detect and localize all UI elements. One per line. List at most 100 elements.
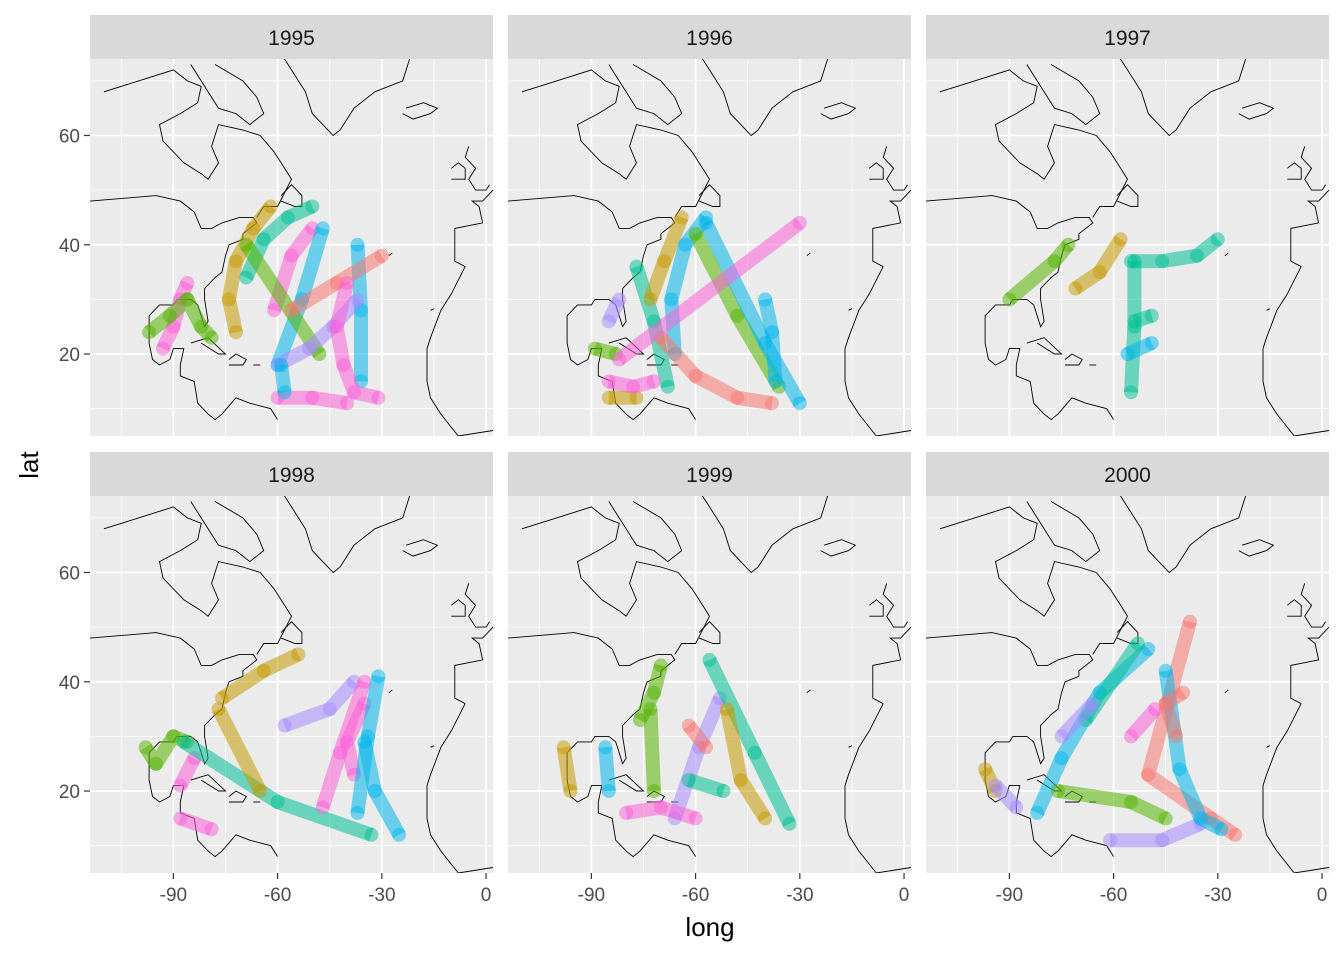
- track-point: [222, 292, 236, 307]
- track-point: [374, 248, 389, 263]
- track-point: [619, 805, 634, 820]
- track-point: [270, 795, 285, 809]
- track-point: [601, 784, 616, 798]
- facet-strip-label: 1999: [686, 464, 733, 487]
- track-point: [173, 811, 188, 826]
- track-point: [688, 811, 703, 826]
- track-point: [978, 762, 993, 777]
- x-tick-label: -90: [160, 885, 187, 906]
- track-point: [336, 358, 351, 372]
- track-point: [633, 713, 647, 727]
- facet-strip: [90, 452, 493, 496]
- track-point: [1047, 254, 1062, 269]
- y-tick-label: 60: [59, 563, 80, 584]
- track-point: [678, 237, 693, 252]
- track-point: [1124, 729, 1138, 744]
- track-point: [758, 292, 773, 307]
- x-tick-label: -30: [786, 885, 813, 906]
- track-point: [699, 740, 713, 755]
- track-point: [1190, 248, 1204, 263]
- hurricane-tracks: [556, 652, 797, 831]
- x-tick-label: 0: [899, 885, 910, 906]
- track-point: [556, 740, 571, 755]
- track-point: [194, 319, 209, 334]
- track-point: [180, 276, 195, 290]
- track-point: [149, 756, 163, 771]
- track-point: [1120, 347, 1135, 361]
- track-point: [768, 374, 783, 389]
- x-tick-label: -60: [682, 885, 709, 906]
- track-point: [180, 292, 195, 307]
- track-point: [228, 325, 243, 340]
- x-axis-title: long: [685, 912, 734, 942]
- track-point: [758, 811, 773, 826]
- y-tick-label: 40: [59, 236, 80, 257]
- gridlines: [90, 59, 493, 436]
- track-point: [274, 358, 289, 372]
- track-point: [284, 303, 299, 318]
- track-point: [792, 396, 807, 411]
- x-tick-label: 0: [1317, 885, 1328, 906]
- track-point: [1144, 308, 1159, 323]
- track-point: [587, 341, 602, 356]
- track-point: [204, 822, 219, 837]
- coastline-map: [90, 496, 493, 873]
- track-point: [347, 385, 361, 400]
- track-point: [733, 773, 748, 788]
- track-point: [1130, 636, 1145, 651]
- track-point: [646, 685, 661, 700]
- track-point: [1158, 696, 1173, 711]
- hurricane-tracks: [587, 210, 807, 411]
- track-point: [1030, 805, 1045, 820]
- track-point: [291, 647, 306, 662]
- track-point: [239, 237, 254, 252]
- track-point: [1176, 685, 1191, 700]
- panel-background: [508, 496, 911, 873]
- facet-panel: 1998 20 40 60 -90 -60 -30 0: [59, 452, 493, 906]
- track-point: [688, 368, 703, 383]
- track-point: [1127, 254, 1142, 269]
- track-point: [646, 784, 661, 798]
- track-point: [204, 330, 219, 345]
- track-point: [1155, 254, 1170, 269]
- track-point: [392, 827, 407, 842]
- track-point: [702, 652, 717, 667]
- track-point: [792, 215, 807, 230]
- y-tick-label: 20: [59, 345, 80, 366]
- y-axis-title: lat: [14, 450, 44, 478]
- x-tick-label: -90: [996, 885, 1023, 906]
- track-point: [681, 773, 696, 788]
- track-point: [1054, 729, 1069, 744]
- facet-panel: 2000 -90 -60 -30 0: [926, 452, 1329, 906]
- facet-strip: [90, 15, 493, 59]
- track-point: [350, 292, 365, 307]
- track-point: [1214, 822, 1229, 837]
- track-point: [1009, 800, 1024, 815]
- gridlines: [90, 496, 493, 873]
- track-path: [240, 240, 326, 358]
- hurricane-tracks: [1002, 232, 1225, 400]
- track-point: [660, 379, 675, 394]
- x-tick-label: -30: [368, 885, 395, 906]
- track-point: [1124, 385, 1138, 400]
- track-point: [305, 199, 320, 214]
- track-point: [1228, 827, 1243, 842]
- track-point: [719, 702, 734, 717]
- track-point: [1169, 729, 1184, 744]
- track-point: [1148, 702, 1163, 717]
- track-point: [301, 341, 316, 356]
- track-point: [256, 232, 271, 247]
- track-point: [371, 390, 386, 405]
- facet-strip-label: 2000: [1104, 464, 1151, 487]
- track-point: [156, 341, 170, 356]
- track-path: [598, 746, 616, 792]
- track-path: [655, 332, 774, 411]
- track-point: [1141, 642, 1156, 656]
- track-point: [267, 303, 282, 318]
- track-point: [629, 390, 644, 405]
- track-point: [173, 778, 188, 793]
- track-point: [284, 248, 299, 263]
- track-point: [612, 292, 627, 307]
- track-point: [664, 292, 679, 307]
